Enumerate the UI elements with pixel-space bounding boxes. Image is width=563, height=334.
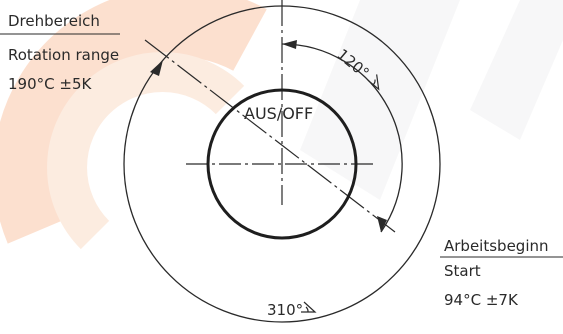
- arc-120: [281, 43, 403, 233]
- label-off: AUS/OFF: [244, 104, 313, 123]
- label-start-temp: 94°C ±7K: [444, 291, 519, 309]
- angle-symbol-icon: [367, 74, 380, 91]
- watermark-ring: [0, 0, 267, 244]
- arrow-120-start: [282, 40, 297, 49]
- arrow-310-start: [150, 60, 163, 76]
- center-lines: [144, 0, 396, 233]
- label-rotation-temp: 190°C ±5K: [8, 75, 92, 93]
- knob-circle: [206, 88, 358, 240]
- watermark-stroke-2: [470, 0, 563, 140]
- label-rotation-de: Drehbereich: [8, 12, 100, 30]
- watermark-ring-inner: [47, 52, 245, 250]
- watermark-stroke-1: [300, 0, 460, 200]
- diagonal-axis: [144, 39, 396, 233]
- angle-310-text: 310°: [267, 301, 303, 319]
- outer-range-circle: [123, 5, 441, 323]
- label-rotation-en: Rotation range: [8, 46, 119, 64]
- angle-symbol-icon: [301, 301, 317, 313]
- arrow-120-end: [377, 216, 387, 232]
- label-start-de: Arbeitsbeginn: [444, 237, 549, 255]
- label-start-en: Start: [444, 262, 481, 280]
- leaders: [0, 33, 563, 258]
